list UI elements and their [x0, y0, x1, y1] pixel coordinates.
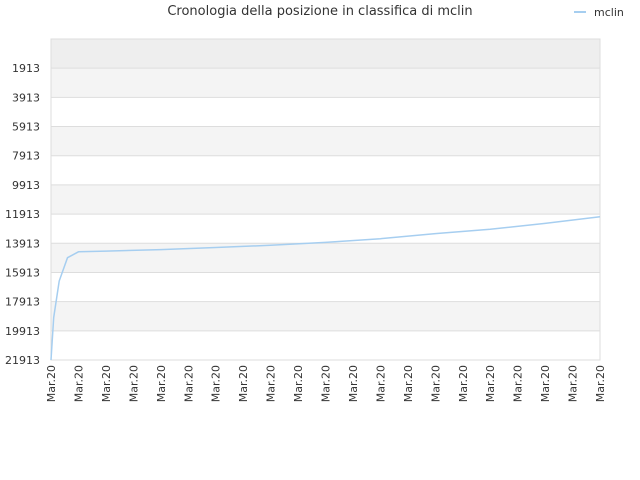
x-tick-label: Mar.20	[320, 365, 333, 402]
x-tick-label: Mar.20	[374, 365, 387, 402]
x-tick-label: Mar.20	[100, 365, 113, 402]
y-tick-label: 15913	[5, 266, 40, 279]
plot-band	[51, 97, 600, 127]
y-tick-label: 11913	[5, 208, 40, 221]
y-tick-label: 21913	[5, 354, 40, 367]
y-tick-label: 19913	[5, 325, 40, 338]
x-tick-label: Mar.20	[127, 365, 140, 402]
x-tick-label: Mar.20	[210, 365, 223, 402]
x-tick-label: Mar.20	[594, 365, 607, 402]
x-tick-label: Mar.20	[182, 365, 195, 402]
y-tick-label: 13913	[5, 237, 40, 250]
y-tick-label: 7913	[12, 150, 40, 163]
plot-band	[51, 155, 600, 185]
plot-band	[51, 126, 600, 156]
x-tick-label: Mar.20	[45, 365, 58, 402]
x-axis-ticks: Mar.20 Mar.20 Mar.20 Mar.20 Mar.20 Mar.20 Mar.…	[45, 365, 607, 402]
y-tick-label: 5913	[12, 121, 40, 134]
legend-label: mclin	[594, 6, 624, 19]
plot-band	[51, 301, 600, 331]
plot-band	[51, 272, 600, 302]
x-tick-label: Mar.20	[347, 365, 360, 402]
x-tick-label: Mar.20	[265, 365, 278, 402]
x-tick-label: Mar.20	[567, 365, 580, 402]
x-tick-label: Mar.20	[292, 365, 305, 402]
plot-band	[51, 184, 600, 215]
y-tick-label: 17913	[5, 296, 40, 309]
y-tick-label: 9913	[12, 179, 40, 192]
y-tick-label: 3913	[12, 91, 40, 104]
x-tick-label: Mar.20	[457, 365, 470, 402]
legend-swatch	[574, 11, 586, 13]
series-layer	[50, 216, 601, 361]
plot-band	[51, 214, 600, 244]
plot-bands	[51, 39, 600, 360]
chart-title: Cronologia della posizione in classifica…	[167, 4, 473, 19]
plot-band	[51, 68, 600, 98]
plot-band	[51, 330, 600, 360]
plot-border	[50, 38, 601, 361]
x-tick-label: Mar.20	[402, 365, 415, 402]
x-tick-label: Mar.20	[155, 365, 168, 402]
plot-band	[51, 39, 600, 69]
x-tick-label: Mar.20	[72, 365, 85, 402]
plot-band	[51, 243, 600, 273]
x-tick-label: Mar.20	[429, 365, 442, 402]
x-tick-label: Mar.20	[539, 365, 552, 402]
x-tick-label: Mar.20	[512, 365, 525, 402]
x-tick-label: Mar.20	[237, 365, 250, 402]
y-tick-label: 1913	[12, 62, 40, 75]
y-axis-ticks: 1913 3913 5913 7913 9913 11913 13913 15913 17913…	[5, 62, 40, 367]
series-line-mclin	[50, 216, 601, 361]
x-tick-label: Mar.20	[484, 365, 497, 402]
legend: mclin	[574, 6, 624, 19]
